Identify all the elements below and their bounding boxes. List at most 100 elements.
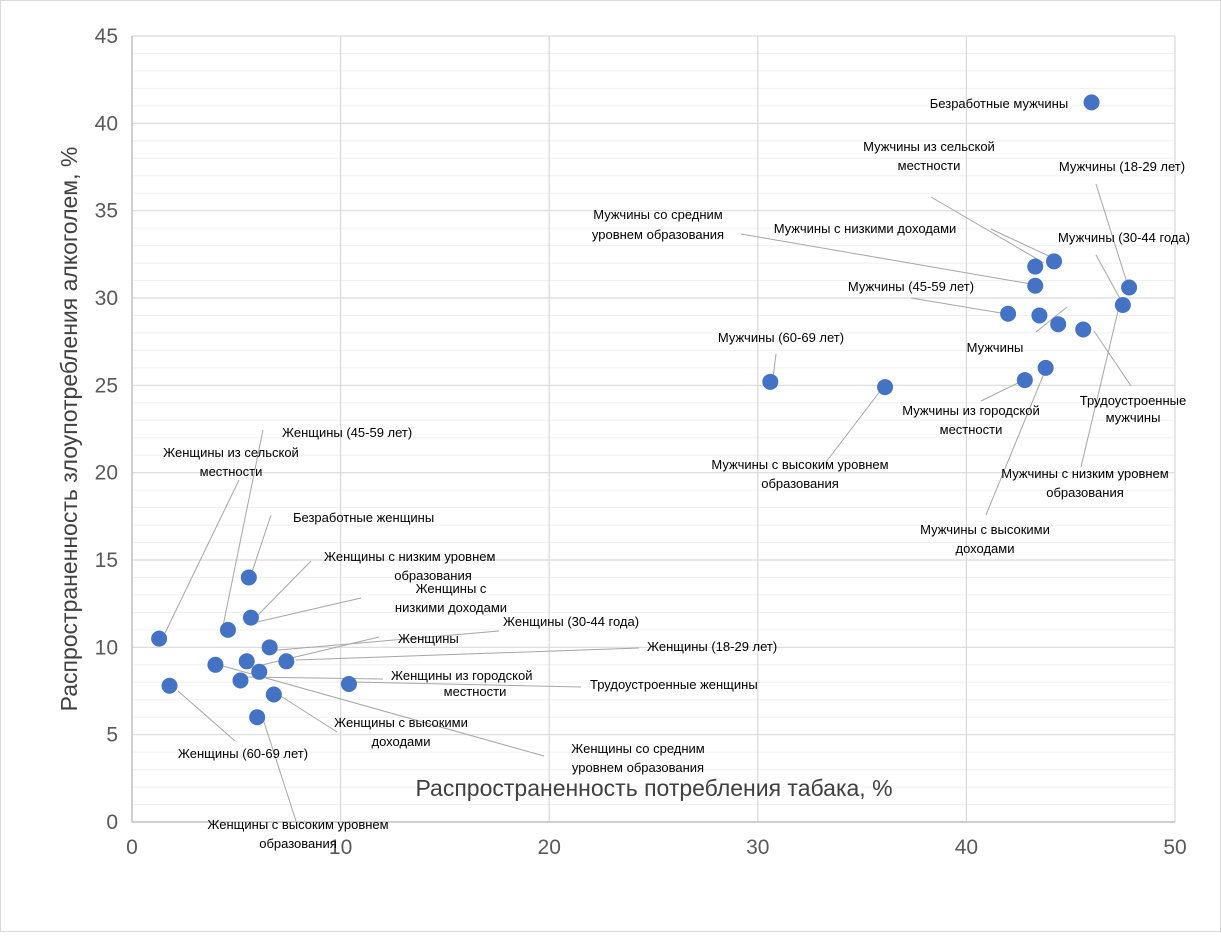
data-point [1046, 253, 1063, 270]
leader-line [1095, 183, 1129, 287]
point-label: Женщины из сельской [163, 445, 299, 460]
point-label: Мужчины с низким уровнем [1001, 466, 1168, 481]
point-label: мужчины [1106, 410, 1161, 425]
point-label: образования [761, 476, 839, 491]
point-label: доходами [372, 734, 431, 749]
point-label: Мужчины из городской [902, 403, 1039, 418]
data-point [762, 373, 779, 390]
x-tick-label: 20 [538, 836, 561, 859]
leader-line [245, 676, 384, 680]
data-point [1016, 372, 1033, 389]
point-label: Безработные женщины [293, 510, 434, 525]
point-label: местности [444, 684, 507, 699]
x-tick-label: 30 [746, 836, 769, 859]
point-label: Женщины (30-44 года) [503, 614, 639, 629]
axes: 0 5 10 15 20 25 30 35 40 45 0 10 20 30 40 50 [95, 25, 1187, 859]
data-point [1083, 94, 1100, 111]
leader-line [177, 690, 236, 742]
point-label: Трудоустроенные женщины [590, 677, 758, 692]
point-label: Мужчины из сельской [863, 139, 995, 154]
point-label: Женщины с высокими [334, 715, 468, 730]
point-label: Женщины [398, 631, 459, 646]
leader-line [164, 479, 240, 634]
y-tick-label: 0 [106, 811, 118, 834]
y-tick-label: 35 [95, 200, 118, 223]
point-label: низкими доходами [395, 600, 507, 615]
point-label: Безработные мужчины [930, 96, 1068, 111]
leader-line [740, 233, 1032, 285]
data-point [207, 656, 224, 673]
y-tick-label: 40 [95, 112, 118, 135]
point-label: Мужчины (60-69 лет) [718, 330, 844, 345]
data-point [261, 639, 278, 656]
leader-line [985, 370, 1046, 516]
point-label: Женщины с [416, 581, 487, 596]
data-point [1037, 359, 1054, 376]
data-point [1114, 296, 1131, 313]
data-point [1027, 277, 1044, 294]
leader-line [295, 647, 640, 661]
leader-line [249, 514, 272, 579]
data-point [265, 686, 282, 703]
data-point [1121, 279, 1138, 296]
leader-line [262, 718, 297, 822]
data-point [242, 609, 259, 626]
leader-line [256, 597, 362, 623]
leader-line [1080, 310, 1119, 468]
data-point [251, 663, 268, 680]
leader-line [266, 630, 500, 652]
leader-line [222, 429, 264, 627]
data-point [1000, 305, 1017, 322]
y-tick-label: 45 [95, 25, 118, 48]
data-point [877, 379, 894, 396]
data-point [232, 672, 249, 689]
point-label: уровнем образования [572, 760, 704, 775]
point-label: Мужчины с высоким уровнем [711, 457, 888, 472]
data-point [240, 569, 257, 586]
leader-line [772, 353, 777, 379]
leader-line [1093, 330, 1132, 387]
leader-line [256, 560, 312, 617]
x-tick-label: 0 [126, 836, 138, 859]
gridlines [132, 35, 1176, 822]
point-label: Мужчины (45-59 лет) [848, 279, 974, 294]
x-axis-title: Распространенность потребления табака, % [415, 775, 892, 801]
point-label: образования [259, 836, 337, 851]
y-tick-label: 20 [95, 462, 118, 485]
x-tick-label: 50 [1163, 836, 1186, 859]
point-label: Мужчины (30-44 года) [1058, 230, 1190, 245]
point-label: Женщины (18-29 лет) [647, 639, 777, 654]
x-tick-label: 40 [955, 836, 978, 859]
leader-lines [164, 183, 1132, 822]
leader-line [353, 681, 582, 688]
point-label: Женщины (45-59 лет) [282, 425, 412, 440]
data-points [151, 94, 1138, 726]
data-point [161, 677, 178, 694]
point-label: местности [200, 464, 263, 479]
data-point [1031, 307, 1048, 324]
data-point [1027, 258, 1044, 275]
point-label: доходами [956, 541, 1015, 556]
data-point [249, 709, 266, 726]
y-tick-label: 5 [106, 724, 118, 747]
y-tick-label: 30 [95, 287, 118, 310]
data-point [151, 630, 168, 647]
point-label: Женщины с высоким уровнем [207, 817, 388, 832]
point-label: уровнем образования [592, 227, 724, 242]
point-label: Женщины из городской [391, 668, 532, 683]
leader-line [1035, 306, 1068, 333]
leader-line [930, 196, 1045, 264]
data-point [278, 653, 295, 670]
point-label: Женщины (60-69 лет) [178, 746, 308, 761]
y-axis-title: Распространенность злоупотребления алког… [56, 147, 82, 712]
data-point [340, 676, 357, 693]
leader-line [1095, 254, 1124, 305]
point-label: Трудоустроенные [1080, 393, 1186, 408]
x-tick-label: 10 [329, 836, 352, 859]
point-labels: Безработные мужчины Мужчины из сельской ме… [163, 96, 1190, 851]
point-label: Женщины со средним [571, 741, 705, 756]
y-tick-label: 10 [95, 636, 118, 659]
leader-line [990, 228, 1054, 259]
point-label: местности [940, 422, 1003, 437]
